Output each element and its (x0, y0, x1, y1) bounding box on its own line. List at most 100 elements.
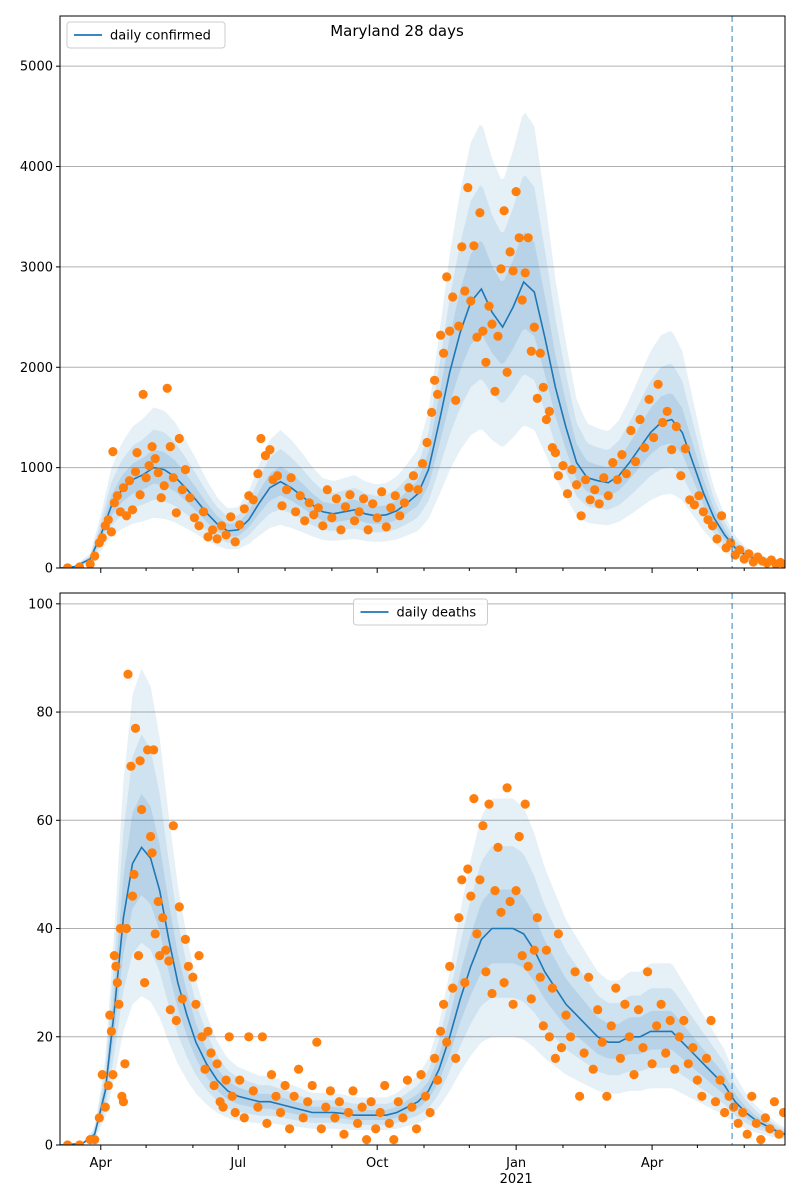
legend-box (66, 21, 226, 49)
observation-point (606, 1021, 616, 1031)
observation-point (523, 961, 533, 972)
observation-point (312, 1037, 322, 1047)
observation-point (153, 468, 163, 478)
confirmed-panel: 0 1000 2000 3000 4000 5000 daily confirmed (20, 15, 786, 577)
observation-point (735, 545, 745, 555)
observation-point (475, 875, 485, 885)
observation-point (90, 1135, 100, 1145)
observation-point (442, 272, 452, 282)
observation-point (538, 382, 548, 392)
observation-point (286, 473, 296, 483)
observation-point (508, 999, 518, 1009)
observation-point (514, 831, 524, 842)
observation-point (389, 1135, 399, 1145)
x-tick-label: Jul (229, 1156, 246, 1171)
observation-point (658, 417, 668, 428)
observation-point (318, 521, 328, 531)
observation-point (457, 242, 467, 252)
observation-point (451, 1053, 461, 1063)
observation-point (765, 1124, 775, 1134)
observation-point (550, 1053, 561, 1063)
observation-point (97, 533, 107, 543)
observation-point (112, 978, 122, 988)
observation-point (371, 1124, 381, 1134)
observation-point (165, 1005, 175, 1015)
observation-point (466, 296, 476, 306)
observation-point (621, 469, 632, 479)
observation-point (523, 233, 533, 243)
observation-point (133, 951, 144, 961)
observation-point (106, 527, 116, 537)
observation-point (130, 467, 141, 477)
observation-point (520, 799, 530, 809)
observation-point (217, 521, 227, 531)
uncertainty-band (60, 668, 785, 1145)
observation-point (463, 864, 473, 874)
observation-point (198, 507, 209, 517)
observation-point (141, 473, 151, 483)
observation-point (171, 1015, 181, 1026)
observation-point (377, 487, 387, 497)
observation-point (653, 379, 663, 389)
observation-point (742, 1129, 752, 1139)
observation-point (585, 495, 595, 505)
observation-point (112, 491, 122, 501)
observation-point (780, 560, 785, 568)
observation-point (94, 1113, 104, 1123)
observation-point (150, 929, 160, 939)
observation-point (744, 549, 754, 559)
observation-point (624, 1032, 635, 1042)
observation-point (114, 999, 124, 1009)
observation-point (647, 1059, 657, 1069)
observation-point (357, 1102, 367, 1112)
observation-point (445, 961, 455, 972)
y-tick-label: 0 (45, 562, 53, 577)
observation-point (738, 1107, 748, 1118)
observation-point (257, 1032, 267, 1042)
uncertainty-band (60, 112, 785, 568)
observation-point (206, 1048, 216, 1058)
observation-point (147, 848, 157, 858)
legend-label: daily confirmed (110, 29, 211, 44)
observation-point (747, 1091, 757, 1101)
observation-point (390, 491, 400, 501)
observation-point (484, 301, 494, 311)
observation-point (532, 913, 542, 923)
observation-point (194, 951, 204, 961)
observation-point (295, 491, 305, 501)
observation-point (676, 471, 686, 481)
observation-point (493, 331, 503, 341)
observation-point (277, 501, 287, 511)
observation-point (535, 972, 545, 982)
observation-point (751, 1118, 761, 1128)
observation-point (588, 1064, 598, 1074)
y-tick-label: 60 (36, 814, 53, 829)
observation-point (235, 520, 245, 530)
observation-point (466, 891, 476, 901)
plot-area (60, 593, 785, 1145)
observation-point (472, 929, 482, 939)
observation-point (652, 1021, 662, 1031)
legend-box (353, 598, 488, 626)
observation-point (505, 247, 515, 257)
axes-frame (59, 592, 786, 1146)
observation-point (581, 475, 591, 485)
observation-point (639, 443, 650, 453)
observation-point (638, 1043, 648, 1053)
observation-point (120, 1059, 130, 1069)
observation-point (191, 999, 201, 1009)
observation-point (300, 516, 310, 526)
observation-point (430, 375, 440, 385)
observation-point (425, 1107, 435, 1118)
observation-point (180, 934, 190, 945)
observation-point (349, 516, 360, 526)
observation-point (265, 445, 275, 455)
observation-point (611, 983, 621, 993)
observation-point (140, 978, 150, 988)
observation-point (733, 1118, 743, 1128)
observation-point (553, 471, 564, 481)
observation-point (132, 448, 142, 458)
observation-point (372, 513, 382, 523)
y-tick-label: 3000 (20, 260, 53, 275)
observation-point (529, 945, 539, 955)
